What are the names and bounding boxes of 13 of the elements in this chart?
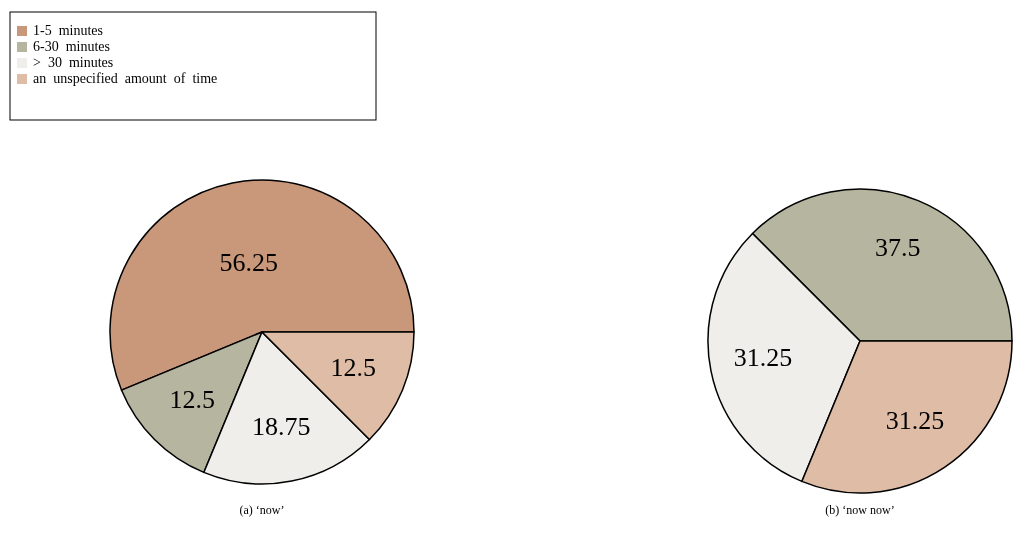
data-label: 56.25 — [219, 247, 278, 277]
data-label: 18.75 — [252, 411, 311, 441]
legend-label: > 30 minutes — [33, 55, 114, 70]
text: (b) ‘now now’ — [825, 503, 895, 517]
legend-label: 6-30 minutes — [33, 39, 110, 54]
data-label: 31.25 — [885, 406, 945, 436]
data-label: 31.25 — [733, 343, 793, 373]
data-label: 12.5 — [169, 384, 215, 414]
legend-label: an unspecified amount of time — [33, 71, 218, 86]
data-label: 12.5 — [330, 352, 377, 382]
text: (a) ‘now’ — [239, 503, 285, 517]
data-label: 37.5 — [875, 232, 921, 262]
legend-label: 1-5 minutes — [33, 23, 103, 38]
